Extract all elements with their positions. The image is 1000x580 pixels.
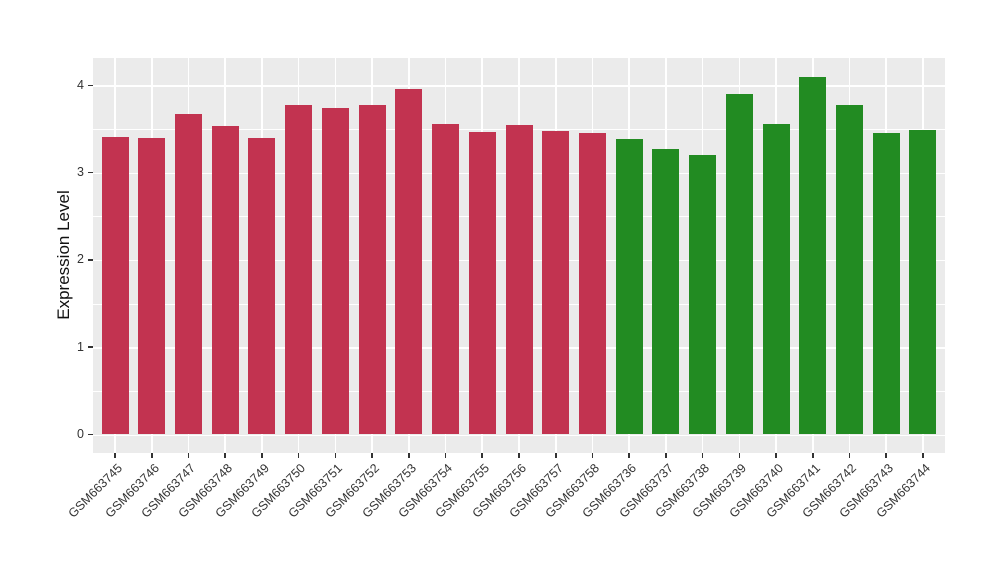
x-tick-mark [150,453,153,458]
x-tick-mark [811,453,814,458]
x-tick-mark [224,453,226,458]
x-tick-mark [885,453,888,458]
bar-GSM663737 [652,149,680,435]
bar-GSM663746 [138,137,166,435]
x-tick-mark [738,453,741,458]
x-tick-mark [554,453,557,458]
x-tick-mark [261,453,263,458]
y-tick-label: 2 [77,252,84,267]
bar-GSM663749 [248,137,276,435]
bar-GSM663750 [285,105,313,435]
bar-GSM663755 [468,132,496,435]
bar-GSM663745 [101,136,129,435]
y-tick-label: 3 [77,165,84,180]
x-tick-mark [187,453,190,458]
x-tick-mark [408,453,410,458]
y-tick-label: 0 [77,427,84,441]
x-tick-mark [665,453,667,458]
x-tick-mark [334,453,337,458]
y-tick-mark [88,259,93,261]
bar-GSM663756 [505,124,533,435]
bar-GSM663738 [689,155,717,435]
bar-GSM663739 [725,94,753,435]
y-tick-mark [88,171,93,174]
bar-GSM663741 [799,76,827,435]
x-tick-mark [701,453,704,458]
bar-GSM663740 [762,123,790,435]
bar-GSM663752 [358,105,386,435]
bar-GSM663747 [174,114,202,435]
plot-panel [93,58,945,453]
bar-GSM663758 [578,133,606,435]
bar-GSM663748 [211,126,239,435]
x-tick-mark [481,453,484,458]
x-tick-mark [114,453,116,458]
bar-GSM663742 [836,104,864,435]
y-tick-label: 1 [77,339,84,354]
y-tick-mark [88,433,93,436]
y-tick-mark [88,346,93,348]
bar-GSM663757 [542,130,570,435]
x-tick-mark [371,453,373,458]
x-tick-mark [591,453,594,458]
x-tick-mark [775,453,777,458]
x-tick-mark [444,453,447,458]
bar-GSM663744 [909,129,937,435]
bar-GSM663743 [872,133,900,435]
x-tick-mark [297,453,300,458]
bar-GSM663753 [395,88,423,435]
x-tick-mark [848,453,851,458]
bar-GSM663736 [615,138,643,435]
bar-GSM663751 [321,107,349,435]
bar-GSM663754 [432,123,460,435]
y-tick-label: 4 [77,77,84,92]
y-tick-mark [88,84,93,87]
x-tick-mark [922,453,924,458]
x-tick-mark [628,453,630,458]
x-tick-mark [518,453,520,458]
